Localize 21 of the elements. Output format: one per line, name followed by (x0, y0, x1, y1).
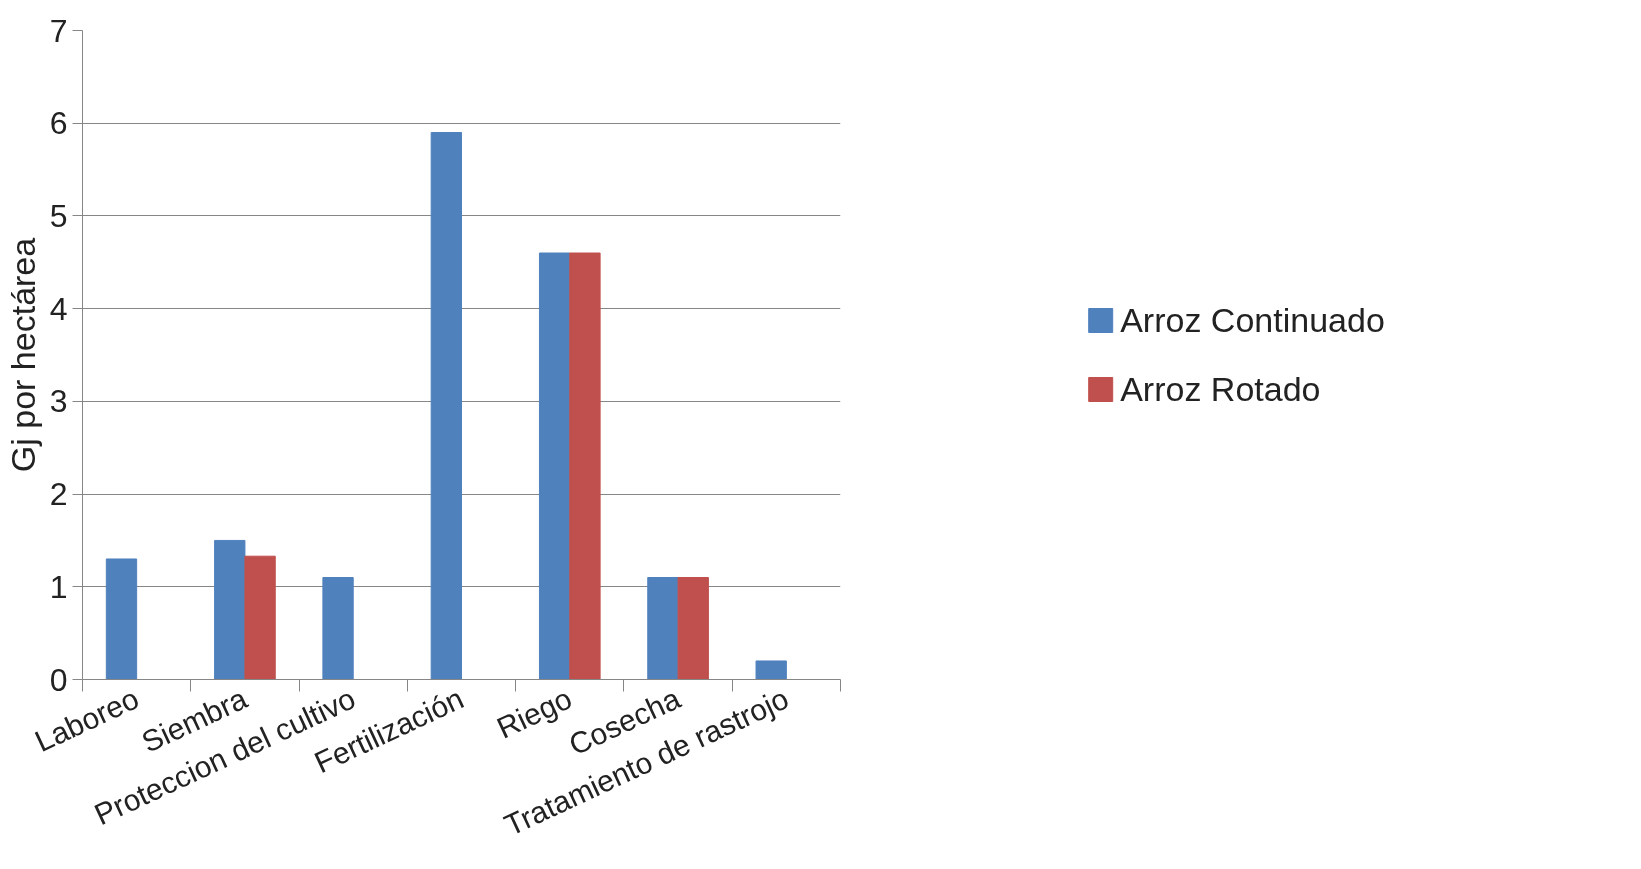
y-tick-label: 6 (49, 105, 68, 142)
y-tick-label: 1 (49, 568, 68, 605)
bar (430, 131, 462, 680)
legend-label: Arroz Rotado (1120, 369, 1321, 409)
bar (105, 558, 138, 680)
y-axis-title: Gj por hectárea (3, 237, 42, 473)
y-tick-label: 5 (49, 197, 68, 234)
legend-label: Arroz Continuado (1120, 300, 1385, 340)
bar (755, 660, 787, 680)
bar (677, 577, 709, 680)
bar (322, 577, 354, 680)
bar (538, 252, 571, 680)
y-tick-label: 2 (49, 476, 68, 513)
bar (569, 252, 601, 680)
y-tick-label: 7 (49, 12, 68, 49)
y-tick-label: 3 (49, 383, 68, 420)
y-tick-label: 4 (49, 290, 68, 327)
bar (647, 577, 679, 680)
y-tick-label: 0 (49, 661, 68, 698)
bar (214, 539, 246, 680)
bar (244, 555, 276, 680)
